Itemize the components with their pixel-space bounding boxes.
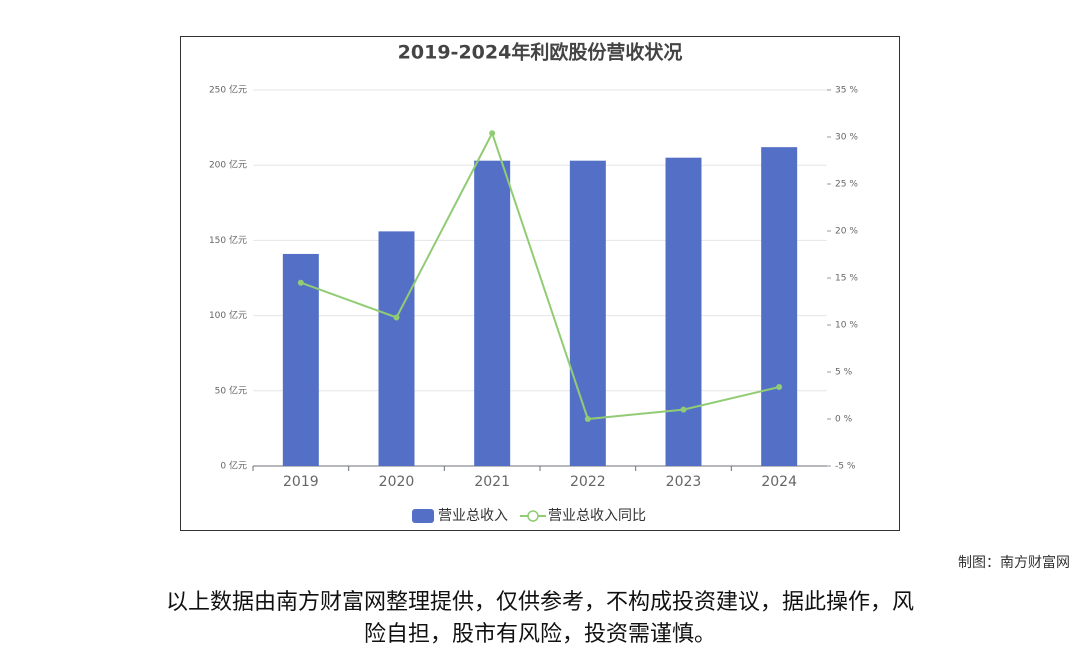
legend-swatch [412,509,434,523]
bar [474,160,511,467]
y2-tick-label: 25 % [835,180,858,190]
y-tick-label: 150 亿元 [209,234,247,246]
bar [282,253,319,466]
y-tick-label: 0 亿元 [220,460,247,472]
chart-title: 2019-2024年利欧股份营收状况 [398,41,683,64]
chart: 2019-2024年利欧股份营收状况 0 亿元 50 亿元 100 亿元 150 亿元… [180,36,900,531]
x-tick-label: 2024 [761,474,797,490]
line-point [489,130,496,137]
bar [378,231,415,466]
y-tick-label: 50 亿元 [215,384,247,396]
x-tick-label: 2020 [379,474,415,490]
x-tick-label: 2021 [474,474,510,490]
x-tick-label: 2019 [283,474,319,490]
line [300,130,780,421]
bar [761,147,798,467]
credit: 制图：南方财富网 [958,555,1070,571]
y-tick-label: 100 亿元 [209,309,247,321]
y2-tick-label: 15 % [835,274,858,284]
disclaimer-line: 险自担，股市有风险，投资需谨慎。 [363,622,716,647]
y2-tick-label: 35 % [835,86,858,96]
y2-tick-label: 5 % [835,368,853,378]
bar [665,157,702,466]
line-point [680,406,687,413]
legend-swatch [527,510,539,522]
legend-label: 营业总收入同比 [548,508,646,524]
y-tick-label: 200 亿元 [209,159,247,171]
y2-tick-label: 20 % [835,227,858,237]
disclaimer-line: 以上数据由南方财富网整理提供，仅供参考，不构成投资建议，据此操作，风 [165,590,914,615]
line-point [393,314,400,321]
y2-tick-label: 0 % [835,415,853,425]
y-tick-label: 250 亿元 [209,84,247,96]
line-point [776,384,783,391]
y2-tick-label: 10 % [835,321,858,331]
y2-tick-label: -5 % [835,462,856,472]
y2-tick-label: 30 % [835,133,858,143]
line-point [584,416,591,422]
x-tick-label: 2022 [570,474,606,490]
x-tick-label: 2023 [666,474,702,490]
line-point [297,279,304,286]
bar [569,160,606,467]
legend-label: 营业总收入 [438,508,508,524]
